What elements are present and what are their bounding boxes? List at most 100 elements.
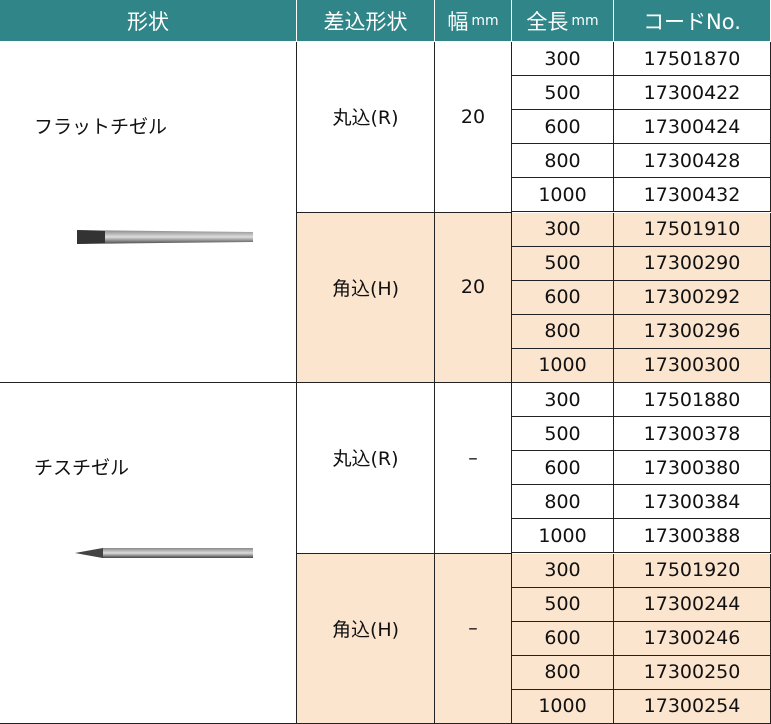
code: 17501880 — [643, 388, 741, 411]
insert-type: 丸込(R) — [332, 448, 399, 471]
code: 17300384 — [643, 490, 741, 513]
length-cell: 600 — [512, 110, 614, 145]
length: 1000 — [538, 354, 587, 377]
length: 800 — [544, 320, 581, 343]
length-cell: 300 — [512, 553, 614, 588]
length: 800 — [544, 661, 581, 684]
insert-type: 丸込(R) — [332, 107, 399, 130]
code: 17300422 — [643, 81, 741, 104]
length-cell: 1000 — [512, 178, 614, 213]
flat-chisel-image — [77, 230, 253, 244]
code: 17300244 — [643, 593, 741, 616]
code: 17300378 — [643, 422, 741, 445]
length-cell: 300 — [512, 42, 614, 77]
length-cell: 300 — [512, 383, 614, 418]
code-cell: 17300300 — [614, 348, 771, 383]
code: 17300380 — [643, 456, 741, 479]
code-cell: 17300428 — [614, 144, 771, 179]
code-cell: 17300384 — [614, 485, 771, 520]
length: 600 — [544, 286, 581, 309]
insert-cell: 丸込(R) — [297, 383, 435, 554]
length-cell: 800 — [512, 485, 614, 520]
length: 300 — [544, 47, 581, 70]
code-cell: 17501870 — [614, 42, 771, 77]
length: 1000 — [538, 524, 587, 547]
width-value: – — [468, 446, 478, 469]
width-cell: – — [435, 553, 512, 724]
header-label: 全長 — [526, 9, 569, 34]
header-unit: mm — [471, 12, 499, 29]
code: 17300300 — [643, 354, 741, 377]
code-cell: 17300254 — [614, 689, 771, 724]
length-cell: 500 — [512, 587, 614, 622]
code: 17300290 — [643, 252, 741, 275]
width-cell: 20 — [435, 42, 512, 213]
code-cell: 17501880 — [614, 383, 771, 418]
code: 17300246 — [643, 627, 741, 650]
width-cell: – — [435, 383, 512, 554]
insert-cell: 角込(H) — [297, 553, 435, 724]
code-cell: 17501910 — [614, 212, 771, 247]
code-cell: 17300378 — [614, 417, 771, 452]
length: 1000 — [538, 695, 587, 718]
code: 17300250 — [643, 661, 741, 684]
length-cell: 1000 — [512, 689, 614, 724]
code: 17300424 — [643, 115, 741, 138]
insert-type: 角込(H) — [331, 277, 400, 300]
length: 800 — [544, 490, 581, 513]
code-cell: 17300292 — [614, 280, 771, 315]
code: 17300432 — [643, 183, 741, 206]
length-cell: 1000 — [512, 348, 614, 383]
code-cell: 17300388 — [614, 519, 771, 554]
code-cell: 17300424 — [614, 110, 771, 145]
length: 1000 — [538, 183, 587, 206]
header-cell: 形状 — [0, 0, 297, 42]
code: 17300292 — [643, 286, 741, 309]
length: 500 — [544, 422, 581, 445]
length-cell: 800 — [512, 314, 614, 349]
length: 500 — [544, 252, 581, 275]
header-unit: mm — [571, 12, 599, 29]
length: 300 — [544, 388, 581, 411]
width-value: 20 — [460, 105, 486, 128]
code: 17501910 — [643, 218, 741, 241]
code-cell: 17300296 — [614, 314, 771, 349]
code-cell: 17300290 — [614, 246, 771, 281]
length-cell: 800 — [512, 655, 614, 690]
code-cell: 17501920 — [614, 553, 771, 588]
code: 17501920 — [643, 559, 741, 582]
length-cell: 1000 — [512, 519, 614, 554]
code: 17300428 — [643, 149, 741, 172]
shape-cell: フラットチゼル — [0, 42, 297, 383]
length-cell: 600 — [512, 280, 614, 315]
length-cell: 500 — [512, 76, 614, 111]
header-cell: 幅 mm — [435, 0, 512, 42]
code-cell: 17300246 — [614, 621, 771, 656]
shape-name: チスチゼル — [34, 457, 130, 479]
header-cell: 全長 mm — [512, 0, 614, 42]
header-label: 幅 — [447, 9, 469, 34]
code-cell: 17300422 — [614, 76, 771, 111]
insert-type: 角込(H) — [331, 618, 400, 641]
header-label: コードNo. — [643, 9, 741, 34]
pointed-chisel-image — [75, 548, 253, 558]
length-cell: 600 — [512, 621, 614, 656]
length-cell: 600 — [512, 451, 614, 486]
header-label: 形状 — [127, 9, 169, 34]
length-cell: 800 — [512, 144, 614, 179]
length: 300 — [544, 559, 581, 582]
length: 300 — [544, 218, 581, 241]
code-cell: 17300432 — [614, 178, 771, 213]
code-cell: 17300380 — [614, 451, 771, 486]
code: 17300388 — [643, 524, 741, 547]
length-cell: 300 — [512, 212, 614, 247]
insert-cell: 丸込(R) — [297, 42, 435, 213]
code-cell: 17300250 — [614, 655, 771, 690]
width-value: 20 — [460, 276, 486, 299]
code: 17501870 — [643, 47, 741, 70]
insert-cell: 角込(H) — [297, 212, 435, 383]
length: 800 — [544, 149, 581, 172]
code: 17300296 — [643, 320, 741, 343]
length-cell: 500 — [512, 417, 614, 452]
header-cell: 差込形状 — [297, 0, 435, 42]
